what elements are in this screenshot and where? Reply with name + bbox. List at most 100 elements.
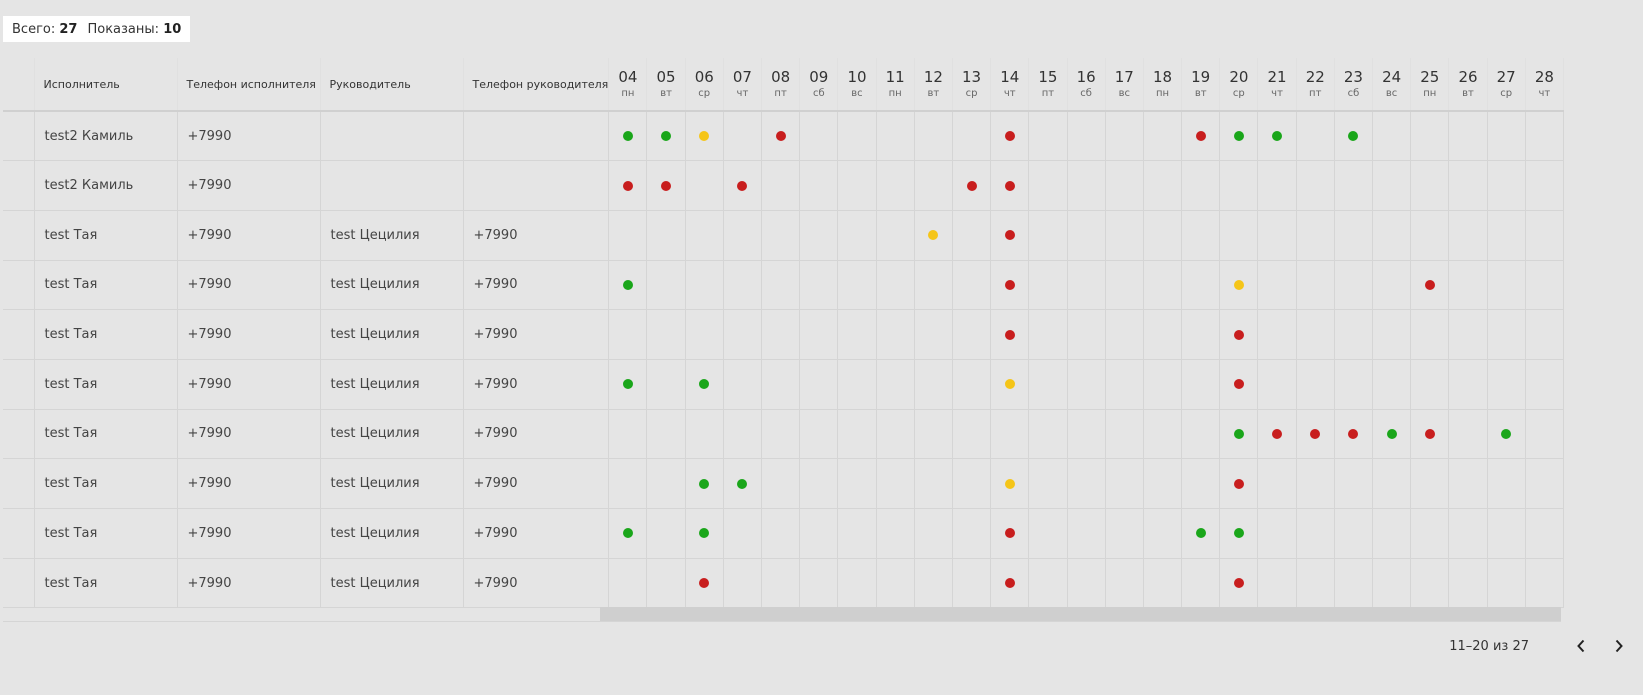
day-cell-08[interactable] — [761, 359, 801, 410]
day-cell-13[interactable] — [952, 558, 992, 609]
day-cell-14[interactable] — [990, 260, 1030, 311]
day-cell-21[interactable] — [1257, 160, 1297, 211]
status-dot-red[interactable] — [1195, 131, 1206, 142]
day-cell-22[interactable] — [1296, 160, 1335, 211]
day-cell-04[interactable] — [608, 309, 648, 360]
day-cell-13[interactable] — [952, 210, 992, 261]
status-dot-red[interactable] — [1348, 428, 1359, 439]
status-dot-red[interactable] — [699, 578, 710, 589]
table-row[interactable]: test Тая +7990 test Цецилия +7990 — [3, 359, 1564, 410]
day-cell-26[interactable] — [1448, 508, 1488, 559]
status-dot-yellow[interactable] — [1004, 379, 1015, 390]
day-cell-26[interactable] — [1448, 458, 1488, 509]
day-cell-21[interactable] — [1257, 409, 1297, 460]
day-cell-19[interactable] — [1181, 558, 1221, 609]
day-cell-19[interactable] — [1181, 359, 1221, 410]
day-cell-12[interactable] — [914, 359, 953, 410]
day-cell-07[interactable] — [723, 359, 763, 410]
day-cell-15[interactable] — [1028, 160, 1068, 211]
day-cell-05[interactable] — [646, 260, 686, 311]
day-cell-26[interactable] — [1448, 160, 1488, 211]
status-dot-green[interactable] — [1348, 131, 1359, 142]
day-cell-27[interactable] — [1487, 409, 1526, 460]
day-cell-12[interactable] — [914, 260, 953, 311]
day-cell-06[interactable] — [685, 508, 724, 559]
day-cell-13[interactable] — [952, 309, 992, 360]
day-cell-28[interactable] — [1525, 458, 1564, 509]
day-cell-11[interactable] — [876, 458, 915, 509]
status-dot-red[interactable] — [1004, 329, 1015, 340]
day-cell-23[interactable] — [1334, 210, 1374, 261]
day-cell-05[interactable] — [646, 309, 686, 360]
day-cell-22[interactable] — [1296, 309, 1335, 360]
day-cell-26[interactable] — [1448, 210, 1488, 261]
table-row[interactable]: test Тая +7990 test Цецилия +7990 — [3, 260, 1564, 311]
day-cell-10[interactable] — [837, 409, 877, 460]
day-cell-23[interactable] — [1334, 260, 1374, 311]
column-header-executor[interactable]: Исполнитель — [34, 58, 178, 112]
day-cell-09[interactable] — [799, 558, 839, 609]
day-cell-17[interactable] — [1105, 260, 1144, 311]
day-cell-16[interactable] — [1067, 111, 1106, 162]
day-cell-26[interactable] — [1448, 359, 1488, 410]
status-dot-red[interactable] — [1004, 578, 1015, 589]
day-cell-28[interactable] — [1525, 309, 1564, 360]
day-cell-13[interactable] — [952, 508, 992, 559]
day-cell-14[interactable] — [990, 111, 1030, 162]
day-cell-21[interactable] — [1257, 309, 1297, 360]
day-cell-07[interactable] — [723, 558, 763, 609]
day-cell-07[interactable] — [723, 508, 763, 559]
day-cell-21[interactable] — [1257, 558, 1297, 609]
day-cell-07[interactable] — [723, 210, 763, 261]
status-dot-red[interactable] — [1233, 329, 1244, 340]
status-dot-red[interactable] — [1272, 428, 1283, 439]
day-cell-10[interactable] — [837, 558, 877, 609]
day-cell-08[interactable] — [761, 309, 801, 360]
day-cell-18[interactable] — [1143, 160, 1183, 211]
day-cell-10[interactable] — [837, 309, 877, 360]
day-cell-22[interactable] — [1296, 409, 1335, 460]
day-cell-28[interactable] — [1525, 359, 1564, 410]
day-cell-08[interactable] — [761, 210, 801, 261]
day-cell-28[interactable] — [1525, 160, 1564, 211]
day-cell-12[interactable] — [914, 409, 953, 460]
status-dot-red[interactable] — [1424, 428, 1435, 439]
day-cell-07[interactable] — [723, 458, 763, 509]
day-cell-11[interactable] — [876, 409, 915, 460]
day-cell-27[interactable] — [1487, 111, 1526, 162]
day-cell-17[interactable] — [1105, 210, 1144, 261]
day-cell-15[interactable] — [1028, 111, 1068, 162]
day-cell-27[interactable] — [1487, 508, 1526, 559]
day-cell-19[interactable] — [1181, 458, 1221, 509]
day-cell-14[interactable] — [990, 210, 1030, 261]
status-dot-green[interactable] — [622, 131, 633, 142]
status-dot-red[interactable] — [1233, 578, 1244, 589]
day-cell-07[interactable] — [723, 111, 763, 162]
day-cell-18[interactable] — [1143, 409, 1183, 460]
day-cell-16[interactable] — [1067, 558, 1106, 609]
day-cell-23[interactable] — [1334, 359, 1374, 410]
day-cell-06[interactable] — [685, 111, 724, 162]
day-cell-18[interactable] — [1143, 359, 1183, 410]
day-cell-05[interactable] — [646, 210, 686, 261]
status-dot-green[interactable] — [622, 379, 633, 390]
day-cell-27[interactable] — [1487, 558, 1526, 609]
day-cell-20[interactable] — [1219, 260, 1259, 311]
day-cell-05[interactable] — [646, 409, 686, 460]
day-cell-11[interactable] — [876, 508, 915, 559]
day-cell-27[interactable] — [1487, 160, 1526, 211]
status-dot-red[interactable] — [1233, 379, 1244, 390]
day-cell-06[interactable] — [685, 210, 724, 261]
day-cell-18[interactable] — [1143, 508, 1183, 559]
day-cell-12[interactable] — [914, 458, 953, 509]
status-dot-yellow[interactable] — [699, 131, 710, 142]
day-cell-14[interactable] — [990, 309, 1030, 360]
day-cell-15[interactable] — [1028, 508, 1068, 559]
status-dot-red[interactable] — [1004, 279, 1015, 290]
day-cell-12[interactable] — [914, 558, 953, 609]
day-cell-21[interactable] — [1257, 359, 1297, 410]
day-cell-06[interactable] — [685, 309, 724, 360]
status-dot-red[interactable] — [661, 180, 672, 191]
day-cell-16[interactable] — [1067, 160, 1106, 211]
status-dot-red[interactable] — [1004, 230, 1015, 241]
